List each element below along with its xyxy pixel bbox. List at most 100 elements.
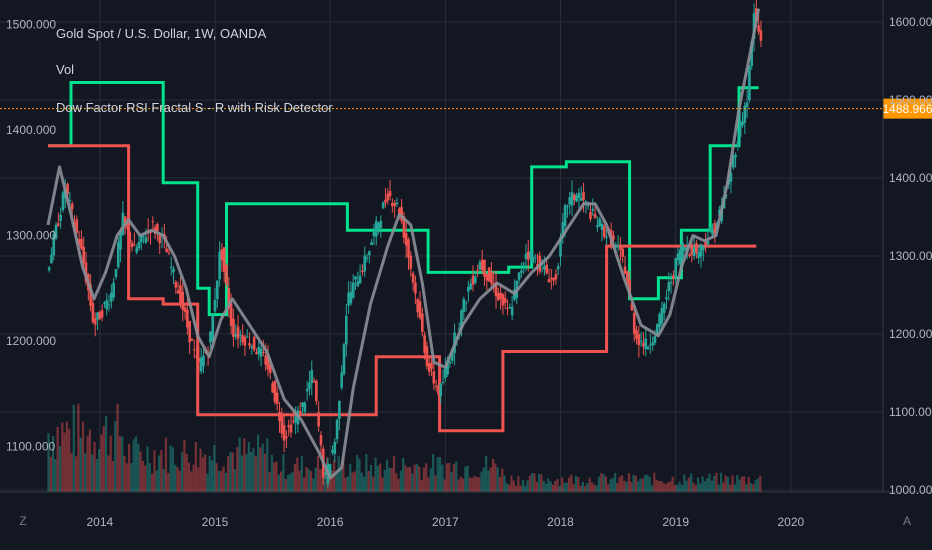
candle-body bbox=[635, 329, 638, 340]
auto-scale-button[interactable]: A bbox=[902, 514, 911, 528]
candle-body bbox=[579, 198, 583, 201]
candle-body bbox=[416, 299, 420, 313]
candle-body bbox=[282, 424, 286, 441]
candle-body bbox=[61, 192, 65, 211]
volume-bar bbox=[432, 454, 435, 492]
volume-bar bbox=[164, 437, 168, 492]
volume-bar bbox=[420, 479, 423, 492]
volume-bar bbox=[521, 480, 525, 492]
zoom-z-button[interactable]: Z bbox=[19, 514, 27, 528]
volume-bar bbox=[233, 469, 237, 492]
volume-indicator-label[interactable]: Vol bbox=[56, 62, 75, 77]
volume-bar bbox=[137, 443, 140, 492]
volume-bar bbox=[47, 433, 50, 492]
candle-body bbox=[423, 335, 426, 353]
candle-body bbox=[82, 246, 86, 264]
volume-bar bbox=[254, 456, 257, 492]
volume-bar bbox=[351, 472, 354, 492]
volume-bar bbox=[153, 450, 156, 492]
volume-bar bbox=[162, 468, 165, 492]
candle-body bbox=[368, 251, 371, 256]
volume-bar bbox=[54, 459, 57, 492]
volume-bar bbox=[81, 421, 85, 492]
candle-body bbox=[563, 205, 567, 227]
candle-body bbox=[347, 292, 350, 306]
time-axis-tick-label: 2020 bbox=[778, 515, 805, 529]
volume-bar bbox=[360, 472, 363, 492]
volume-bar bbox=[151, 473, 154, 492]
candle-body bbox=[427, 363, 431, 372]
volume-bar bbox=[713, 476, 716, 492]
candle-body bbox=[287, 425, 291, 428]
volume-bar bbox=[459, 476, 462, 492]
volume-bar bbox=[160, 450, 163, 492]
volume-bar bbox=[146, 446, 149, 492]
candle-body bbox=[524, 253, 528, 259]
volume-bar bbox=[174, 464, 177, 492]
candle-body bbox=[354, 276, 357, 280]
chart-title[interactable]: Gold Spot / U.S. Dollar, 1W, OANDA bbox=[56, 26, 267, 41]
candle-body bbox=[123, 216, 127, 224]
volume-bar bbox=[208, 455, 211, 492]
volume-bar bbox=[554, 480, 557, 492]
volume-bar bbox=[466, 465, 469, 492]
volume-bar bbox=[123, 455, 126, 492]
candle-body bbox=[667, 282, 671, 292]
volume-bar bbox=[245, 453, 248, 492]
volume-bar bbox=[397, 478, 400, 492]
candle-body bbox=[628, 279, 631, 296]
volume-bar bbox=[270, 455, 274, 492]
candle-body bbox=[556, 266, 560, 270]
candle-body bbox=[186, 309, 189, 328]
candle-body bbox=[188, 321, 191, 343]
candle-body bbox=[748, 65, 751, 101]
time-axis-tick-label: 2014 bbox=[86, 515, 113, 529]
candle-body bbox=[702, 246, 705, 250]
volume-bar bbox=[641, 478, 644, 492]
candle-body bbox=[575, 195, 578, 202]
volume-bar bbox=[342, 458, 345, 492]
volume-bar bbox=[715, 472, 718, 492]
candle-body bbox=[70, 203, 74, 210]
volume-bar bbox=[618, 476, 621, 492]
candle-body bbox=[522, 263, 525, 265]
candle-body bbox=[333, 441, 337, 454]
candle-body bbox=[361, 270, 364, 272]
volume-bar bbox=[312, 478, 315, 492]
candle-body bbox=[480, 259, 484, 271]
candle-body bbox=[483, 259, 486, 277]
candle-body bbox=[57, 223, 60, 226]
candle-body bbox=[745, 102, 749, 108]
candle-body bbox=[600, 223, 604, 230]
volume-bar bbox=[533, 473, 536, 492]
candle-body bbox=[704, 241, 707, 248]
volume-bar bbox=[450, 471, 453, 492]
support-resistance-levels bbox=[48, 81, 759, 433]
volume-bar bbox=[381, 477, 384, 492]
candle-body bbox=[225, 265, 228, 285]
volume-bar bbox=[701, 476, 704, 492]
candle-body bbox=[275, 392, 279, 404]
volume-bar bbox=[263, 453, 267, 492]
candle-body bbox=[630, 303, 634, 311]
volume-bar bbox=[505, 483, 508, 492]
candle-body bbox=[545, 264, 548, 274]
candle-body bbox=[259, 348, 263, 357]
volume-bar bbox=[694, 485, 697, 492]
candle-body bbox=[80, 238, 83, 249]
dow-factor-indicator-label[interactable]: Dow Factor RSI Fractal S - R with Risk D… bbox=[56, 100, 333, 115]
volume-bar bbox=[590, 482, 594, 492]
volume-bar bbox=[250, 451, 253, 492]
volume-bar bbox=[369, 464, 373, 492]
candle-body bbox=[181, 291, 185, 310]
candle-body bbox=[243, 337, 247, 346]
volume-bar bbox=[93, 441, 96, 492]
volume-bar bbox=[692, 482, 695, 492]
candle-body bbox=[139, 234, 143, 243]
volume-bar bbox=[655, 479, 658, 492]
candle-body bbox=[676, 253, 680, 261]
volume-bar bbox=[374, 457, 377, 492]
volume-bar bbox=[155, 470, 158, 492]
candle-body bbox=[372, 231, 376, 237]
